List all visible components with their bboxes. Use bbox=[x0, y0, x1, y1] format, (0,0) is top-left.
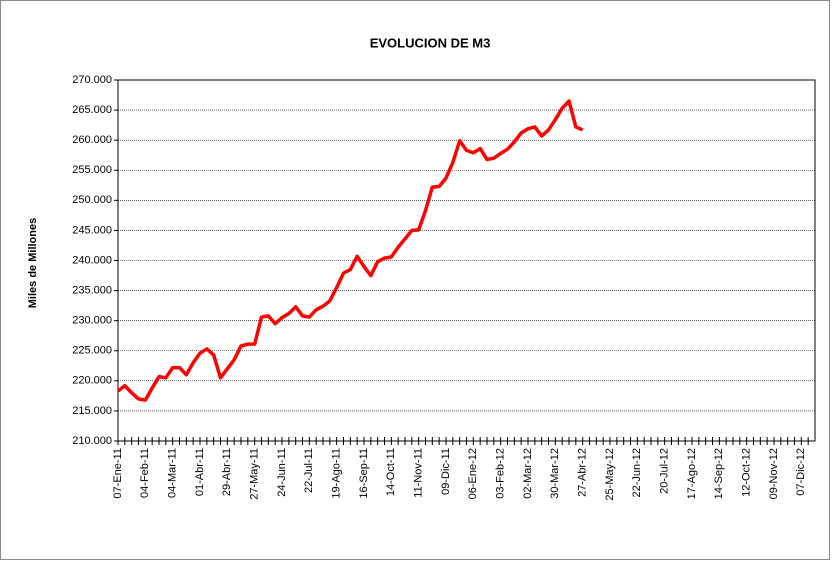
y-tick-label: 250.000 bbox=[72, 194, 112, 206]
x-tick-label: 20-Jul-12 bbox=[659, 448, 671, 494]
y-tick-label: 245.000 bbox=[72, 224, 112, 236]
y-tick-label: 215.000 bbox=[72, 405, 112, 417]
x-tick-label: 27-Abr-12 bbox=[577, 448, 589, 497]
x-tick-label: 03-Feb-12 bbox=[495, 448, 507, 499]
y-tick-label: 230.000 bbox=[72, 315, 112, 327]
x-tick-label: 24-Jun-11 bbox=[276, 448, 288, 497]
y-tick-label: 240.000 bbox=[72, 254, 112, 266]
x-tick-label: 07-Dic-12 bbox=[795, 448, 807, 496]
x-tick-label: 14-Sep-12 bbox=[713, 448, 725, 499]
x-tick-label: 22-Jun-12 bbox=[631, 448, 643, 498]
x-tick-label: 04-Feb-11 bbox=[139, 448, 151, 498]
x-tick-label: 30-Mar-12 bbox=[549, 448, 561, 499]
x-tick-label: 09-Dic-11 bbox=[440, 448, 452, 495]
x-tick-label: 19-Ago-11 bbox=[331, 448, 343, 499]
x-tick-label: 06-Ene-12 bbox=[467, 448, 479, 499]
y-tick-label: 260.000 bbox=[72, 134, 112, 146]
x-tick-label: 22-Jul-11 bbox=[303, 448, 315, 493]
x-tick-label: 04-Mar-11 bbox=[167, 448, 179, 498]
y-tick-label: 225.000 bbox=[72, 345, 112, 357]
x-tick-label: 14-Oct-11 bbox=[385, 448, 397, 496]
y-tick-label: 255.000 bbox=[72, 164, 112, 176]
y-tick-label: 235.000 bbox=[72, 284, 112, 296]
x-tick-label: 17-Ago-12 bbox=[686, 448, 698, 499]
data-line bbox=[116, 99, 584, 402]
x-tick-label: 25-May-12 bbox=[604, 448, 616, 501]
x-tick-label: 02-Mar-12 bbox=[522, 448, 534, 499]
x-tick-label: 09-Nov-12 bbox=[768, 448, 780, 499]
y-axis-label: Miles de Millones bbox=[27, 218, 39, 308]
y-tick-label: 265.000 bbox=[72, 104, 112, 116]
x-tick-label: 11-Nov-11 bbox=[413, 448, 425, 498]
x-tick-label: 07-Ene-11 bbox=[112, 448, 124, 499]
x-tick-label: 27-May-11 bbox=[249, 448, 261, 500]
x-tick-label: 29-Abr-11 bbox=[221, 448, 233, 496]
y-tick-label: 220.000 bbox=[72, 375, 112, 387]
x-tick-label: 01-Abr-11 bbox=[194, 448, 206, 496]
x-tick-label: 16-Sep-11 bbox=[358, 448, 370, 499]
y-tick-label: 270.000 bbox=[72, 74, 112, 86]
x-tick-label: 12-Oct-12 bbox=[741, 448, 753, 497]
y-tick-label: 210.000 bbox=[72, 435, 112, 447]
chart-title: EVOLUCION DE M3 bbox=[370, 35, 491, 50]
